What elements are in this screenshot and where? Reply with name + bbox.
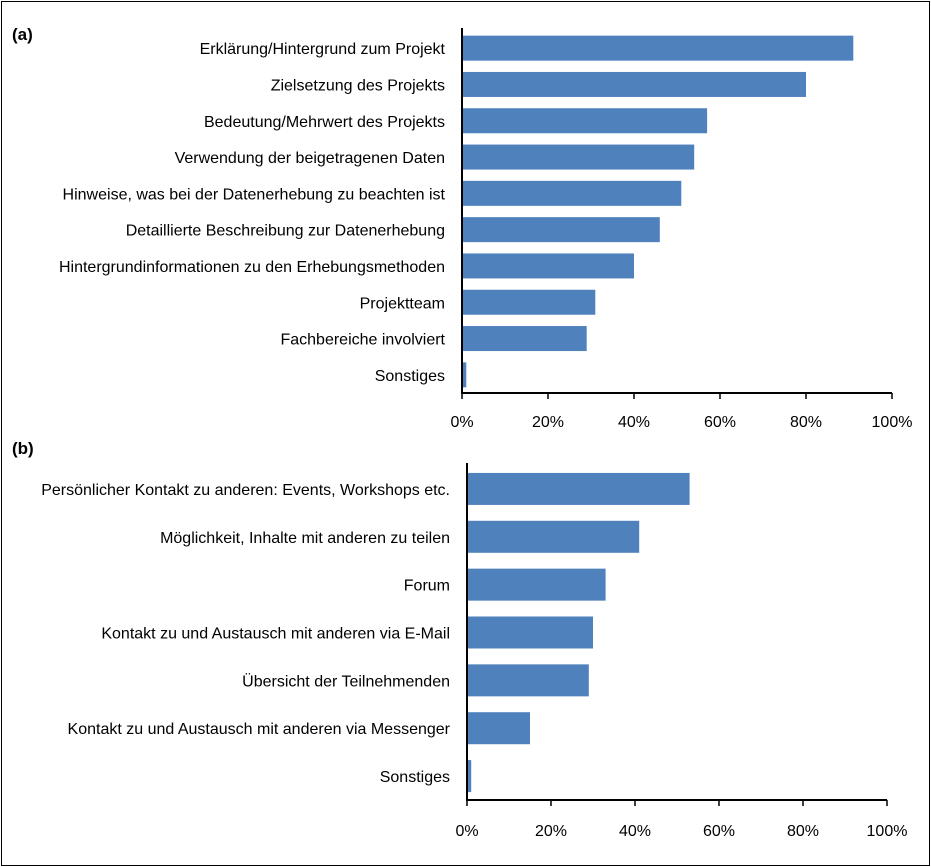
panel-a-bar-8 bbox=[462, 289, 596, 315]
panel-b-x-tick-label-2: 20% bbox=[535, 823, 567, 840]
panel-b-x-tick-label-4: 60% bbox=[703, 823, 735, 840]
panel-a-bar-7 bbox=[462, 253, 634, 279]
panel-a-category-label-10: Sonstiges bbox=[375, 368, 445, 385]
panel-b-bar-6 bbox=[467, 712, 530, 745]
panel-b-category-label-5: Übersicht der Teilnehmenden bbox=[242, 672, 450, 690]
panel-a-category-label-3: Bedeutung/Mehrwert des Projekts bbox=[204, 114, 445, 131]
panel-b-bar-4 bbox=[467, 616, 593, 649]
panel-b-bar-2 bbox=[467, 520, 640, 553]
panel-a-category-label-6: Detaillierte Beschreibung zur Datenerheb… bbox=[126, 223, 445, 240]
panel-a-label: (a) bbox=[12, 25, 33, 44]
panel-a-category-label-2: Zielsetzung des Projekts bbox=[271, 77, 445, 94]
panel-b-bar-5 bbox=[467, 664, 589, 697]
panel-a-bar-4 bbox=[462, 144, 695, 170]
panel-b-bar-3 bbox=[467, 568, 606, 601]
panel-b-x-tick-label-5: 80% bbox=[787, 823, 819, 840]
panel-a-x-tick-label-6: 100% bbox=[872, 414, 913, 431]
panel-b-x-tick-label-6: 100% bbox=[867, 823, 908, 840]
panel-b-category-label-3: Forum bbox=[404, 578, 450, 595]
panel-a-category-label-4: Verwendung der beigetragenen Daten bbox=[175, 150, 445, 167]
panel-a-bar-9 bbox=[462, 326, 587, 352]
panel-a-bar-2 bbox=[462, 71, 806, 97]
panel-a-bar-1 bbox=[462, 35, 854, 61]
panel-b-category-label-1: Persönlicher Kontakt zu anderen: Events,… bbox=[41, 482, 450, 499]
panel-a-bar-3 bbox=[462, 108, 708, 134]
panel-b-x-tick-label-3: 40% bbox=[619, 823, 651, 840]
panel-a-x-tick-label-2: 20% bbox=[532, 414, 564, 431]
panel-b-bar-7 bbox=[467, 760, 472, 793]
panel-a-x-tick-label-3: 40% bbox=[618, 414, 650, 431]
panel-b-x-tick-label-1: 0% bbox=[455, 823, 478, 840]
panel-a-category-label-8: Projektteam bbox=[360, 295, 445, 312]
panel-a-bar-6 bbox=[462, 217, 660, 243]
panel-a-bar-5 bbox=[462, 180, 682, 206]
panel-a-category-label-9: Fachbereiche involviert bbox=[280, 332, 445, 349]
panel-b-category-label-7: Sonstiges bbox=[380, 769, 450, 786]
panel-a-category-label-5: Hinweise, was bei der Datenerhebung zu b… bbox=[63, 186, 446, 203]
panel-b-category-label-6: Kontakt zu und Austausch mit anderen via… bbox=[68, 721, 451, 738]
panel-b-bar-1 bbox=[467, 472, 690, 505]
panel-b-label: (b) bbox=[12, 439, 34, 458]
panel-a-bar-10 bbox=[462, 362, 467, 388]
panel-a-category-label-1: Erklärung/Hintergrund zum Projekt bbox=[200, 41, 446, 58]
panel-a-category-label-7: Hintergrundinformationen zu den Erhebung… bbox=[59, 259, 445, 276]
panel-b-category-label-2: Möglichkeit, Inhalte mit anderen zu teil… bbox=[160, 530, 450, 547]
panel-b-category-label-4: Kontakt zu und Austausch mit anderen via… bbox=[101, 626, 450, 643]
panel-a-x-tick-label-4: 60% bbox=[704, 414, 736, 431]
panel-a-x-tick-label-1: 0% bbox=[450, 414, 473, 431]
panel-a-x-tick-label-5: 80% bbox=[790, 414, 822, 431]
